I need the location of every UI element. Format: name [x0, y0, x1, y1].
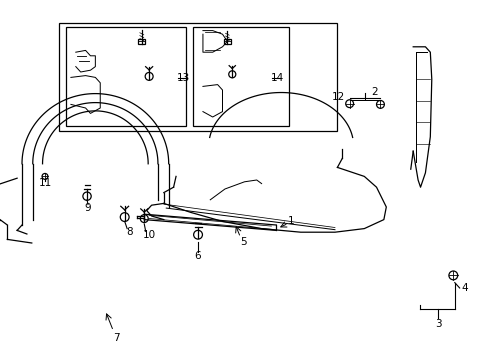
Bar [193, 27, 288, 126]
Bar [138, 39, 145, 44]
Text: 13: 13 [176, 73, 190, 83]
Text: 10: 10 [142, 230, 155, 240]
Text: 4: 4 [460, 283, 467, 293]
Text: 7: 7 [113, 333, 120, 343]
Text: 11: 11 [38, 178, 52, 188]
Text: 6: 6 [193, 251, 200, 261]
Text: 14: 14 [270, 73, 284, 83]
Bar [66, 27, 185, 126]
Text: 2: 2 [370, 87, 377, 97]
Text: 12: 12 [331, 92, 345, 102]
Text: 8: 8 [126, 227, 133, 237]
Text: 9: 9 [84, 203, 91, 213]
Text: 3: 3 [434, 319, 441, 329]
Text: 1: 1 [287, 216, 294, 226]
Bar [224, 39, 230, 44]
Text: 5: 5 [239, 237, 246, 247]
Bar [59, 23, 337, 131]
